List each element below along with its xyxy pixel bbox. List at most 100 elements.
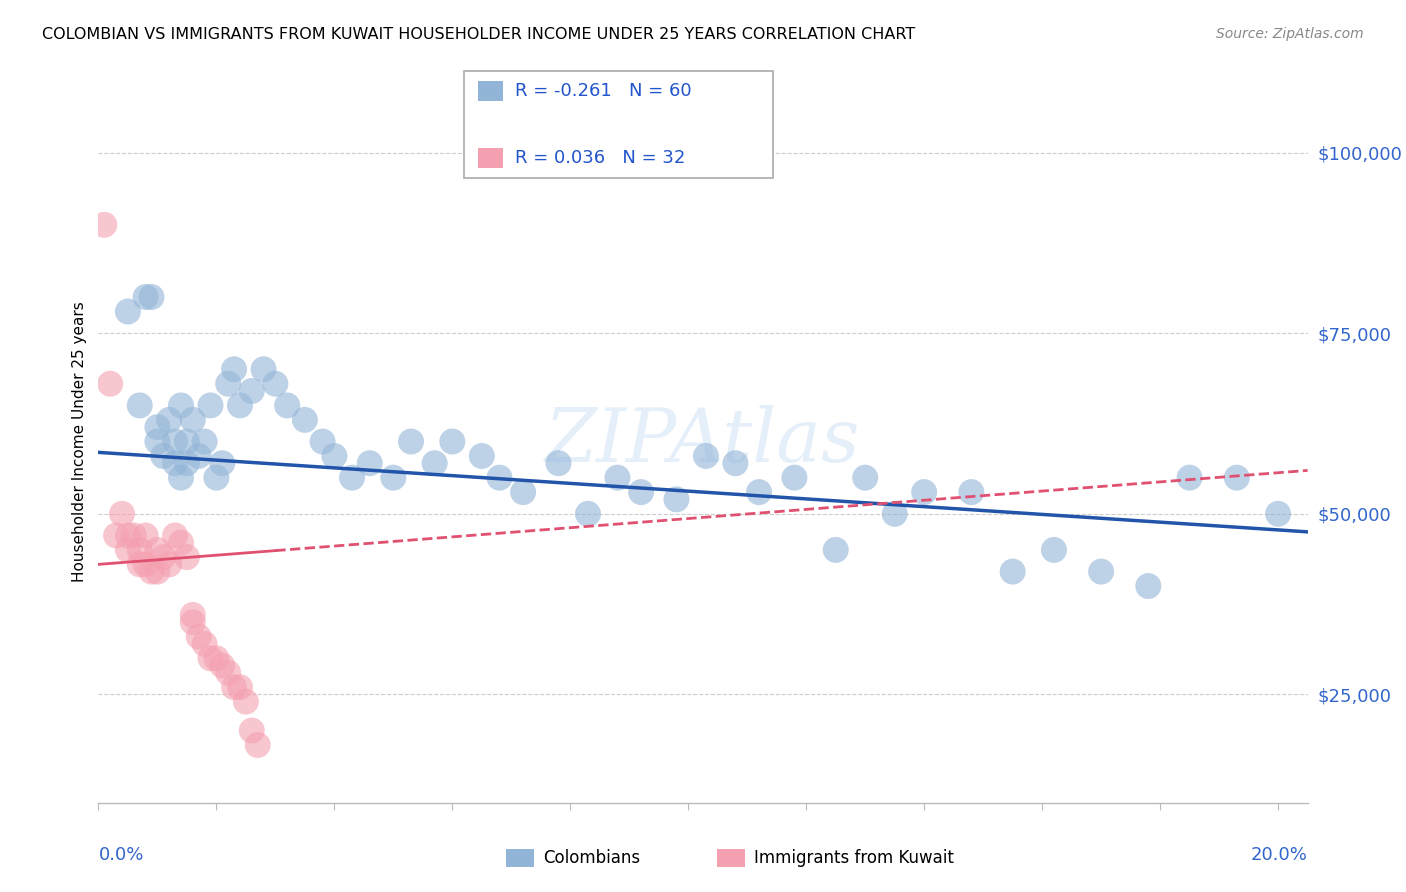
- Point: [146, 420, 169, 434]
- Point: [423, 456, 446, 470]
- Point: [181, 615, 204, 630]
- Point: [488, 470, 510, 484]
- Point: [783, 470, 806, 484]
- Y-axis label: Householder Income Under 25 years: Householder Income Under 25 years: [72, 301, 87, 582]
- Point: [200, 398, 222, 412]
- Point: [157, 413, 180, 427]
- Point: [141, 565, 163, 579]
- Point: [141, 290, 163, 304]
- Point: [117, 304, 139, 318]
- Point: [724, 456, 747, 470]
- Point: [323, 449, 346, 463]
- Point: [194, 637, 217, 651]
- Point: [471, 449, 494, 463]
- Point: [152, 550, 174, 565]
- Point: [665, 492, 688, 507]
- Point: [382, 470, 405, 484]
- Point: [695, 449, 717, 463]
- Point: [176, 550, 198, 565]
- Point: [246, 738, 269, 752]
- Point: [606, 470, 628, 484]
- Point: [146, 565, 169, 579]
- Point: [194, 434, 217, 449]
- Text: R = 0.036   N = 32: R = 0.036 N = 32: [515, 149, 685, 167]
- Point: [276, 398, 298, 412]
- Point: [252, 362, 274, 376]
- Point: [152, 449, 174, 463]
- Point: [359, 456, 381, 470]
- Text: Colombians: Colombians: [543, 849, 640, 867]
- Point: [146, 542, 169, 557]
- Point: [512, 485, 534, 500]
- Point: [240, 723, 263, 738]
- Point: [311, 434, 333, 449]
- Point: [176, 434, 198, 449]
- Point: [547, 456, 569, 470]
- Point: [165, 456, 187, 470]
- Text: 0.0%: 0.0%: [98, 847, 143, 864]
- Text: Immigrants from Kuwait: Immigrants from Kuwait: [754, 849, 953, 867]
- Point: [146, 434, 169, 449]
- Point: [399, 434, 422, 449]
- Point: [135, 558, 157, 572]
- Point: [170, 470, 193, 484]
- Point: [824, 542, 846, 557]
- Point: [1226, 470, 1249, 484]
- Point: [235, 695, 257, 709]
- Point: [211, 456, 233, 470]
- Point: [229, 680, 252, 694]
- Point: [105, 528, 128, 542]
- Point: [205, 470, 228, 484]
- Point: [98, 376, 121, 391]
- Point: [200, 651, 222, 665]
- Point: [122, 528, 145, 542]
- Point: [128, 398, 150, 412]
- Point: [264, 376, 287, 391]
- Point: [883, 507, 905, 521]
- Point: [340, 470, 363, 484]
- Point: [229, 398, 252, 412]
- Point: [135, 290, 157, 304]
- Point: [117, 528, 139, 542]
- Point: [135, 528, 157, 542]
- Point: [630, 485, 652, 500]
- Point: [1137, 579, 1160, 593]
- Point: [217, 376, 239, 391]
- Point: [222, 362, 245, 376]
- Point: [165, 434, 187, 449]
- Point: [187, 630, 209, 644]
- Text: 20.0%: 20.0%: [1251, 847, 1308, 864]
- Point: [170, 535, 193, 549]
- Point: [211, 658, 233, 673]
- Point: [128, 558, 150, 572]
- Point: [165, 528, 187, 542]
- Point: [157, 558, 180, 572]
- Point: [576, 507, 599, 521]
- Point: [240, 384, 263, 398]
- Point: [441, 434, 464, 449]
- Point: [181, 607, 204, 622]
- Point: [128, 542, 150, 557]
- Point: [748, 485, 770, 500]
- Point: [912, 485, 935, 500]
- Text: R = -0.261   N = 60: R = -0.261 N = 60: [515, 82, 692, 100]
- Point: [222, 680, 245, 694]
- Point: [1043, 542, 1066, 557]
- Point: [170, 398, 193, 412]
- Point: [111, 507, 134, 521]
- Point: [217, 665, 239, 680]
- Point: [960, 485, 983, 500]
- Text: COLOMBIAN VS IMMIGRANTS FROM KUWAIT HOUSEHOLDER INCOME UNDER 25 YEARS CORRELATIO: COLOMBIAN VS IMMIGRANTS FROM KUWAIT HOUS…: [42, 27, 915, 42]
- Point: [93, 218, 115, 232]
- Point: [117, 542, 139, 557]
- Text: ZIPAtlas: ZIPAtlas: [546, 405, 860, 478]
- Point: [1267, 507, 1289, 521]
- Point: [1001, 565, 1024, 579]
- Text: Source: ZipAtlas.com: Source: ZipAtlas.com: [1216, 27, 1364, 41]
- Point: [205, 651, 228, 665]
- Point: [1090, 565, 1112, 579]
- Point: [1178, 470, 1201, 484]
- Point: [853, 470, 876, 484]
- Point: [176, 456, 198, 470]
- Point: [181, 413, 204, 427]
